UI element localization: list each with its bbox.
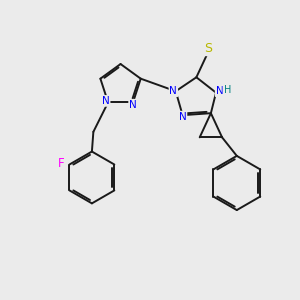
Text: F: F [58, 157, 64, 169]
Text: S: S [204, 42, 212, 55]
Text: N: N [179, 112, 187, 122]
Text: N: N [102, 96, 110, 106]
Text: N: N [216, 86, 224, 96]
Text: H: H [224, 85, 231, 95]
Text: N: N [169, 86, 177, 96]
Text: N: N [129, 100, 137, 110]
